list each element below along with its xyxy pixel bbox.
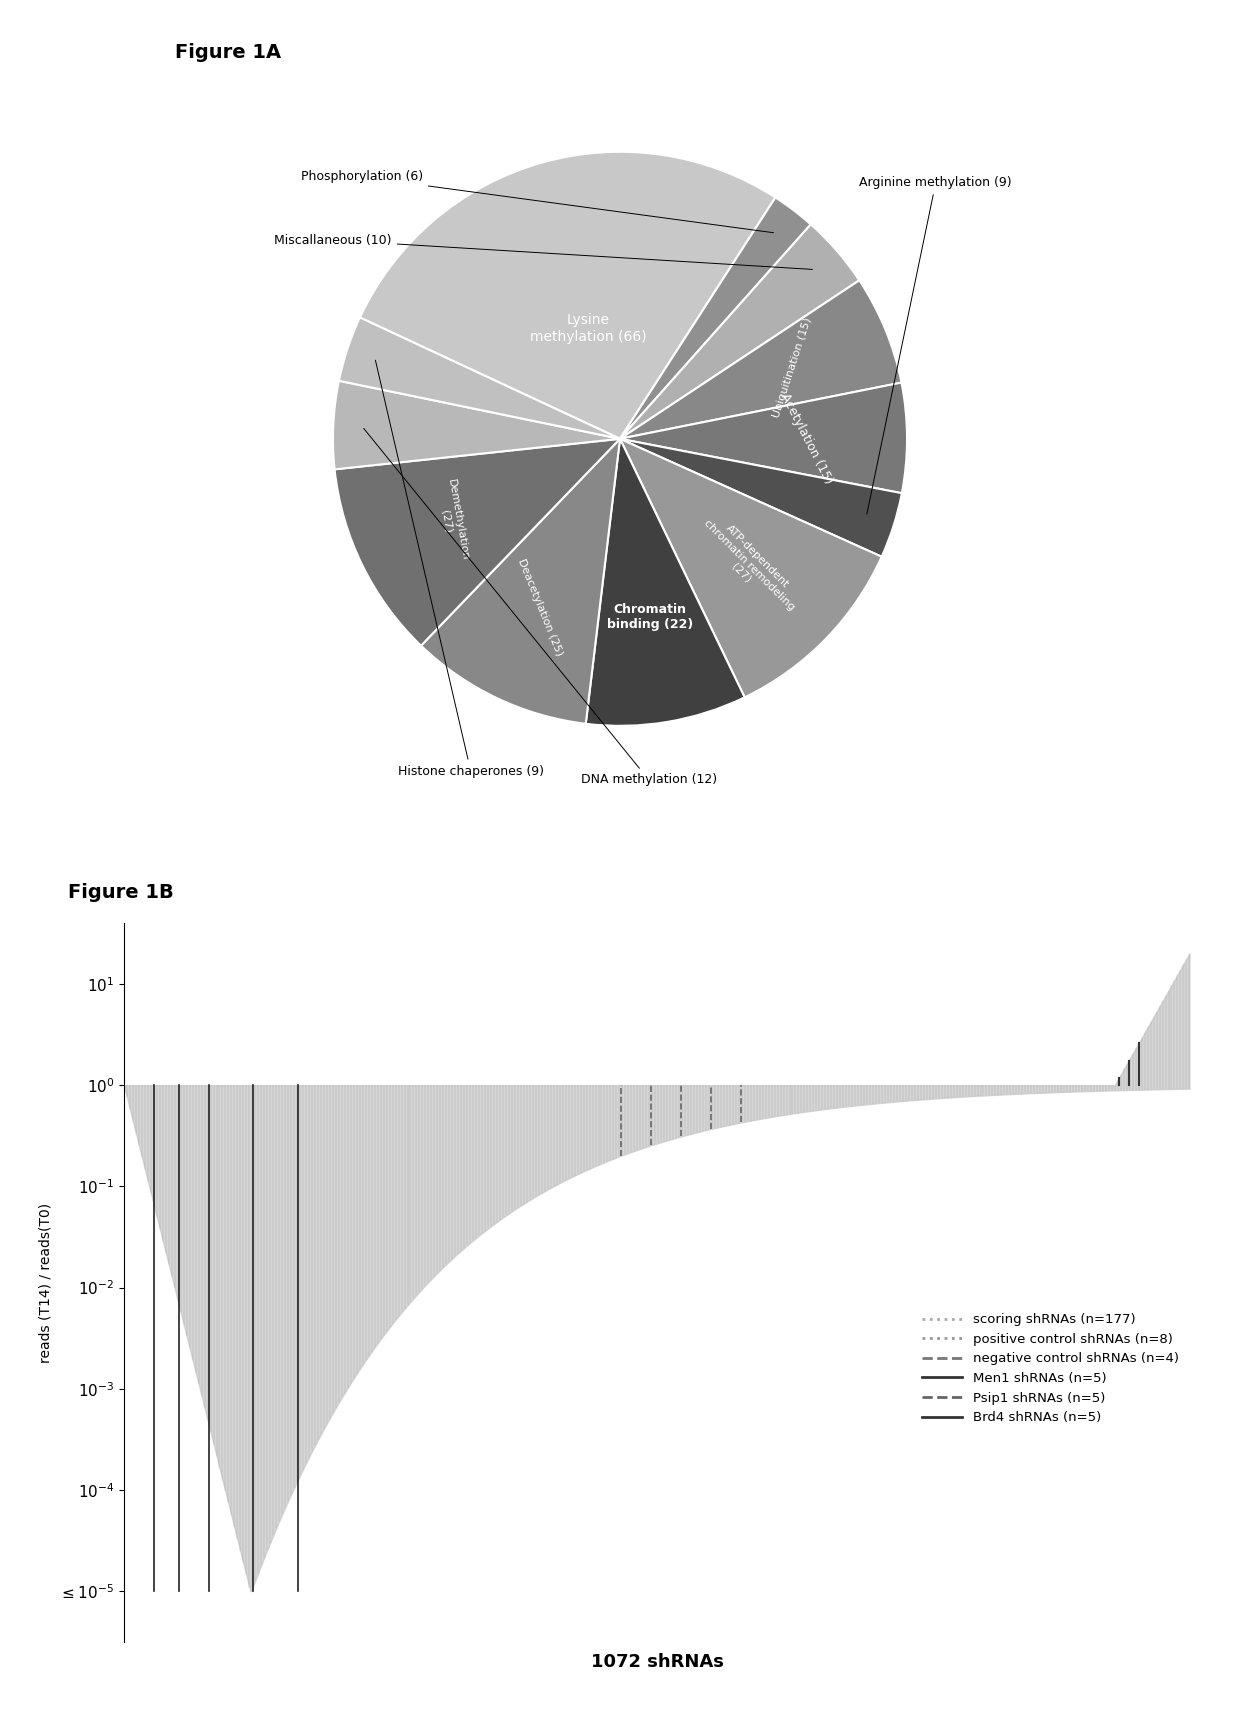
- Wedge shape: [585, 439, 745, 725]
- X-axis label: 1072 shRNAs: 1072 shRNAs: [590, 1652, 724, 1671]
- Wedge shape: [620, 224, 859, 439]
- Text: Histone chaperones (9): Histone chaperones (9): [376, 361, 544, 778]
- Text: Lysine
methylation (66): Lysine methylation (66): [529, 313, 646, 344]
- Y-axis label: reads (T14) / reads(T0): reads (T14) / reads(T0): [38, 1202, 52, 1363]
- Text: ATP-dependent
chromatin remodeling
(27): ATP-dependent chromatin remodeling (27): [694, 510, 805, 621]
- Text: Ubiquitination (15): Ubiquitination (15): [771, 316, 813, 419]
- Wedge shape: [334, 381, 620, 469]
- Wedge shape: [422, 439, 620, 723]
- Wedge shape: [335, 439, 620, 646]
- Wedge shape: [620, 439, 901, 557]
- Text: Figure 1A: Figure 1A: [175, 43, 281, 62]
- Wedge shape: [339, 318, 620, 439]
- Text: Figure 1B: Figure 1B: [68, 882, 174, 901]
- Wedge shape: [620, 280, 901, 439]
- Text: DNA methylation (12): DNA methylation (12): [363, 429, 717, 787]
- Text: Demethylation
(27): Demethylation (27): [435, 479, 470, 564]
- Text: Miscallaneous (10): Miscallaneous (10): [274, 234, 812, 270]
- Legend: scoring shRNAs (n=177), positive control shRNAs (n=8), negative control shRNAs (: scoring shRNAs (n=177), positive control…: [918, 1308, 1184, 1430]
- Wedge shape: [620, 439, 882, 698]
- Text: Acetylation (15): Acetylation (15): [777, 390, 835, 486]
- Text: Chromatin
binding (22): Chromatin binding (22): [606, 604, 693, 631]
- Text: Arginine methylation (9): Arginine methylation (9): [859, 176, 1012, 515]
- Wedge shape: [620, 383, 906, 492]
- Text: Phosphorylation (6): Phosphorylation (6): [300, 171, 774, 233]
- Wedge shape: [360, 152, 775, 439]
- Wedge shape: [620, 197, 811, 439]
- Text: Deacetylation (25): Deacetylation (25): [516, 557, 564, 657]
